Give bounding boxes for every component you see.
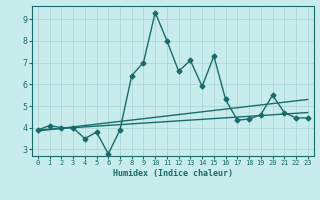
X-axis label: Humidex (Indice chaleur): Humidex (Indice chaleur) [113,169,233,178]
